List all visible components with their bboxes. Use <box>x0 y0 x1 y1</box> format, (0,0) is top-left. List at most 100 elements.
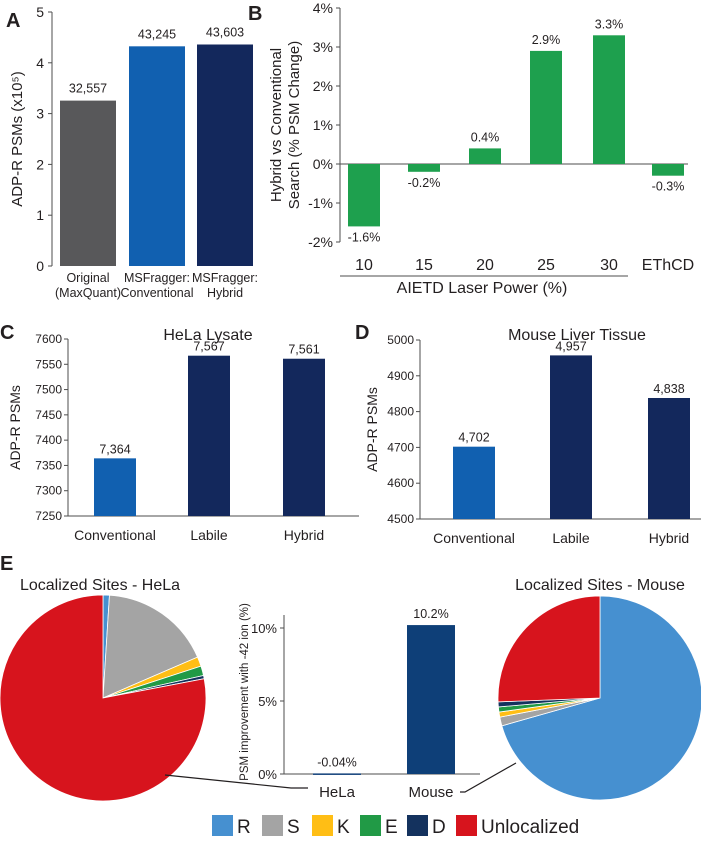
legend-label: S <box>287 817 300 838</box>
category-label: (MaxQuant) <box>55 286 121 300</box>
y-tick-label: 4500 <box>387 512 414 526</box>
chart-panel-c: HeLa Lysate 7250 7300 7350 7400 7450 7500 7550 7… <box>7 327 359 543</box>
pie-slice <box>497 595 601 703</box>
panel-label-a: A <box>6 10 20 32</box>
bar <box>652 164 684 176</box>
bar <box>188 355 230 516</box>
data-label: 4,702 <box>458 431 489 445</box>
y-tick-label: 1 <box>36 207 44 223</box>
panel-label-c: C <box>0 322 14 344</box>
pie-title: Localized Sites - Mouse <box>515 577 685 594</box>
y-tick-label: 5000 <box>387 333 414 347</box>
category-label: MSFragger: <box>124 271 190 285</box>
legend-swatch <box>407 815 428 836</box>
y-tick-label: 3 <box>36 106 44 122</box>
category-label: Conventional <box>121 286 194 300</box>
y-tick-label: 7600 <box>35 332 62 346</box>
category-label: 20 <box>476 257 494 274</box>
y-tick-label: 4900 <box>387 369 414 383</box>
chart-title: Mouse Liver Tissue <box>508 327 646 344</box>
data-label: 0.4% <box>471 130 500 144</box>
bar <box>60 100 116 266</box>
y-tick-label: 0 <box>36 258 44 274</box>
bar <box>94 458 136 516</box>
legend-label: E <box>385 817 398 838</box>
category-label: Original <box>66 271 109 285</box>
legend-label: Unlocalized <box>481 817 579 838</box>
pie-title: Localized Sites - HeLa <box>20 577 180 594</box>
data-label: 7,567 <box>193 340 224 354</box>
bar <box>129 46 185 266</box>
category-label: 25 <box>537 257 555 274</box>
pie-slice <box>0 594 207 802</box>
panel-label-b: B <box>248 3 262 25</box>
y-tick-label: 1% <box>313 117 333 133</box>
panel-label-e: E <box>0 553 13 575</box>
y-tick-label: 7550 <box>35 357 62 371</box>
y-axis-title: Hybrid vs Conventional <box>268 48 285 202</box>
chart-panel-a: 0 1 2 3 4 5 ADP-R PSMs (x10⁵) 32,557 Original(Ma… <box>9 4 258 300</box>
category-label: MSFragger: <box>192 271 258 285</box>
connector-line <box>164 774 308 789</box>
y-axis-title: ADP-R PSMs <box>364 387 380 472</box>
chart-panel-b: -2% -1% 0% 1% 2% 3% 4% Hybrid vs Conventional Se… <box>268 0 694 297</box>
bar <box>453 446 495 519</box>
data-label: 32,557 <box>69 82 107 96</box>
category-label: EThCD <box>642 257 694 274</box>
y-tick-label: 4 <box>36 55 44 71</box>
pie-slice <box>501 595 701 801</box>
legend-swatch <box>456 815 477 836</box>
category-label: HeLa <box>319 784 356 801</box>
legend-label: D <box>432 817 446 838</box>
connector-line <box>460 762 517 793</box>
bar <box>313 773 361 775</box>
y-axis-title: ADP-R PSMs (x10⁵) <box>9 71 26 206</box>
category-label: Conventional <box>433 530 515 546</box>
legend-swatch <box>262 815 283 836</box>
y-tick-label: 4% <box>313 0 333 16</box>
category-label: 30 <box>600 257 618 274</box>
y-tick-label: 0% <box>258 767 277 782</box>
y-tick-label: 7300 <box>35 484 62 498</box>
bar <box>407 625 455 774</box>
data-label: -0.2% <box>408 176 441 190</box>
data-label: 43,603 <box>206 25 244 39</box>
data-label: -0.3% <box>652 180 685 194</box>
data-label: 10.2% <box>413 607 448 621</box>
y-tick-label: 7500 <box>35 383 62 397</box>
y-tick-label: 5% <box>258 694 277 709</box>
y-tick-label: 0% <box>313 156 333 172</box>
y-tick-label: 7400 <box>35 433 62 447</box>
category-label: Labile <box>552 530 590 546</box>
chart-title: HeLa Lysate <box>163 327 252 344</box>
data-label: 4,957 <box>555 339 586 353</box>
y-tick-label: 10% <box>251 621 277 636</box>
category-label: Hybrid <box>649 530 689 546</box>
bar <box>197 44 253 266</box>
category-label: 10 <box>355 257 373 274</box>
legend-label: K <box>337 817 350 838</box>
y-tick-label: 2 <box>36 156 44 172</box>
y-tick-label: -2% <box>308 234 333 250</box>
y-tick-label: 7250 <box>35 509 62 523</box>
bar <box>593 35 625 164</box>
x-axis-title: AIETD Laser Power (%) <box>397 280 568 297</box>
y-axis-title: ADP-R PSMs <box>7 385 23 470</box>
bar <box>648 397 690 519</box>
data-label: 2.9% <box>532 33 561 47</box>
pie-slice <box>102 594 199 699</box>
y-tick-label: 4700 <box>387 440 414 454</box>
y-tick-label: 2% <box>313 78 333 94</box>
data-label: 43,245 <box>138 27 176 41</box>
legend-swatch <box>360 815 381 836</box>
data-label: 7,364 <box>99 442 130 456</box>
bar <box>283 358 325 516</box>
bar <box>348 164 380 227</box>
data-label: -1.6% <box>348 230 381 244</box>
category-label: Mouse <box>408 784 453 801</box>
category-label: Conventional <box>74 527 156 543</box>
y-tick-label: 7450 <box>35 408 62 422</box>
legend: R S K E D Unlocalized <box>212 815 579 838</box>
y-tick-label: 4600 <box>387 476 414 490</box>
category-label: 15 <box>415 257 433 274</box>
